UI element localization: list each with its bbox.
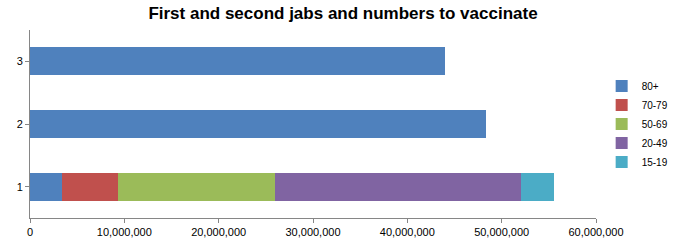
svg-text:70-79: 70-79: [642, 100, 668, 111]
svg-text:10,000,000: 10,000,000: [97, 226, 152, 238]
svg-text:0: 0: [27, 226, 33, 238]
svg-text:40,000,000: 40,000,000: [380, 226, 435, 238]
svg-text:First and second jabs and numb: First and second jabs and numbers to vac…: [148, 4, 537, 23]
svg-text:15-19: 15-19: [642, 157, 668, 168]
svg-text:1: 1: [17, 181, 23, 193]
svg-text:2: 2: [17, 118, 23, 130]
svg-text:20-49: 20-49: [642, 138, 668, 149]
svg-text:80+: 80+: [642, 81, 659, 92]
svg-text:3: 3: [17, 55, 23, 67]
svg-text:60,000,000: 60,000,000: [568, 226, 623, 238]
svg-text:20,000,000: 20,000,000: [191, 226, 246, 238]
svg-text:30,000,000: 30,000,000: [285, 226, 340, 238]
svg-text:50,000,000: 50,000,000: [474, 226, 529, 238]
svg-text:50-69: 50-69: [642, 119, 668, 130]
